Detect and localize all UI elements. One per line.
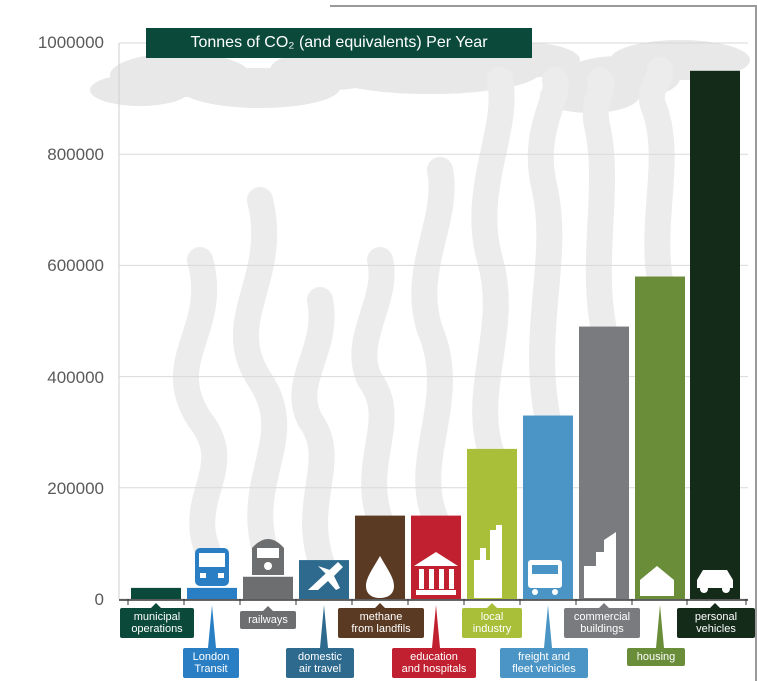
category-label: London Transit — [183, 648, 239, 678]
category-label-line: municipal — [133, 611, 181, 623]
bar-3 — [243, 576, 293, 599]
smoke-plume — [351, 247, 395, 533]
car-icon — [697, 570, 733, 593]
smoke-plume — [471, 67, 515, 468]
category-label: personal vehicles — [677, 608, 755, 638]
y-tick-label: 400000 — [47, 368, 104, 387]
label-notch — [487, 603, 497, 608]
buildings-icon — [584, 532, 616, 598]
category-label-line: railways — [248, 614, 288, 626]
label-notch — [375, 603, 385, 608]
category-label: freight and fleet vehicles — [500, 648, 588, 678]
category-label-line: personal — [694, 611, 738, 623]
y-tick-label: 800000 — [47, 145, 104, 164]
smoke-plume — [582, 67, 617, 343]
label-notch — [710, 603, 720, 608]
category-label-line: buildings — [580, 623, 624, 635]
category-label-line: local — [480, 611, 504, 623]
bar-11 — [690, 70, 740, 600]
category-label: railways — [240, 611, 296, 629]
category-label-line: housing — [636, 651, 676, 663]
smoke-plume — [291, 287, 335, 578]
category-label-line: operations — [131, 623, 183, 635]
category-label-line: freight and — [518, 651, 570, 663]
category-label-line: fleet vehicles — [512, 663, 576, 675]
category-label: methane from landfils — [338, 608, 424, 638]
category-label: local industry — [462, 608, 522, 638]
category-label-line: industry — [472, 623, 512, 635]
truck-icon — [528, 560, 562, 595]
category-label: domestic air travel — [286, 648, 354, 678]
train-icon — [252, 539, 284, 575]
smoke-plume — [232, 187, 288, 573]
y-tick-label: 0 — [94, 590, 104, 609]
factory-icon — [474, 525, 502, 598]
droplet-icon — [366, 556, 394, 598]
category-label: housing — [627, 648, 685, 666]
bar-2 — [187, 587, 237, 599]
cloud — [90, 74, 190, 106]
house-icon — [640, 566, 674, 596]
category-label-line: education — [410, 651, 458, 663]
bar-1 — [131, 587, 181, 599]
category-label: commercial buildings — [564, 608, 640, 638]
category-label-line: methane — [359, 611, 403, 623]
category-label-line: commercial — [573, 611, 631, 623]
category-label-line: London — [192, 651, 230, 663]
category-label-line: air travel — [298, 663, 342, 675]
label-pointer — [432, 605, 440, 648]
label-notch — [151, 603, 161, 608]
smoke-plume — [411, 157, 455, 533]
category-label-line: domestic — [297, 651, 343, 663]
label-pointer — [320, 605, 328, 648]
category-label: municipal operations — [120, 608, 194, 638]
bus-icon — [195, 548, 229, 586]
cloud — [610, 40, 750, 80]
label-pointer — [544, 605, 552, 648]
airplane-icon — [308, 562, 343, 590]
institution-icon — [414, 552, 458, 595]
label-pointer — [656, 605, 664, 648]
category-label-line: from landfils — [351, 623, 411, 635]
bar-10 — [635, 276, 685, 599]
smoke-plume — [172, 247, 228, 573]
frame-right-border — [755, 5, 757, 681]
y-tick-label: 600000 — [47, 256, 104, 275]
frame-top-border — [330, 5, 757, 7]
smoke-plume — [527, 67, 569, 433]
label-notch — [263, 606, 273, 611]
smoke-plume — [638, 57, 675, 293]
y-tick-label: 200000 — [47, 479, 104, 498]
category-label: education and hospitals — [392, 648, 476, 678]
y-tick-label: 1000000 — [37, 33, 104, 52]
chart-title: Tonnes of CO₂ (and equivalents) Per Year — [146, 28, 532, 58]
category-label-line: and hospitals — [401, 663, 467, 675]
label-pointer — [208, 605, 216, 648]
label-notch — [599, 603, 609, 608]
category-label-line: vehicles — [696, 623, 736, 635]
category-label-line: Transit — [194, 663, 228, 675]
